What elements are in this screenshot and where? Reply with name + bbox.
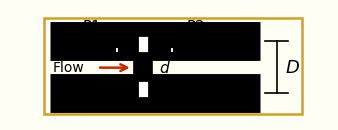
Text: $\mathbf{\mathit{P2}}$: $\mathbf{\mathit{P2}}$ [185,19,204,35]
Text: $\mathbf{\mathit{D}}$: $\mathbf{\mathit{D}}$ [285,59,300,77]
FancyBboxPatch shape [44,18,303,114]
Bar [137,80,149,98]
Bar [137,35,149,53]
Text: $\mathbf{\mathit{d}}$: $\mathbf{\mathit{d}}$ [159,60,171,76]
Text: $\mathbf{\mathit{P1}}$: $\mathbf{\mathit{P1}}$ [81,19,100,35]
Bar [115,47,119,53]
Bar [137,80,149,98]
Bar [137,35,149,53]
Bar [170,47,174,53]
Text: Flow: Flow [53,61,84,75]
